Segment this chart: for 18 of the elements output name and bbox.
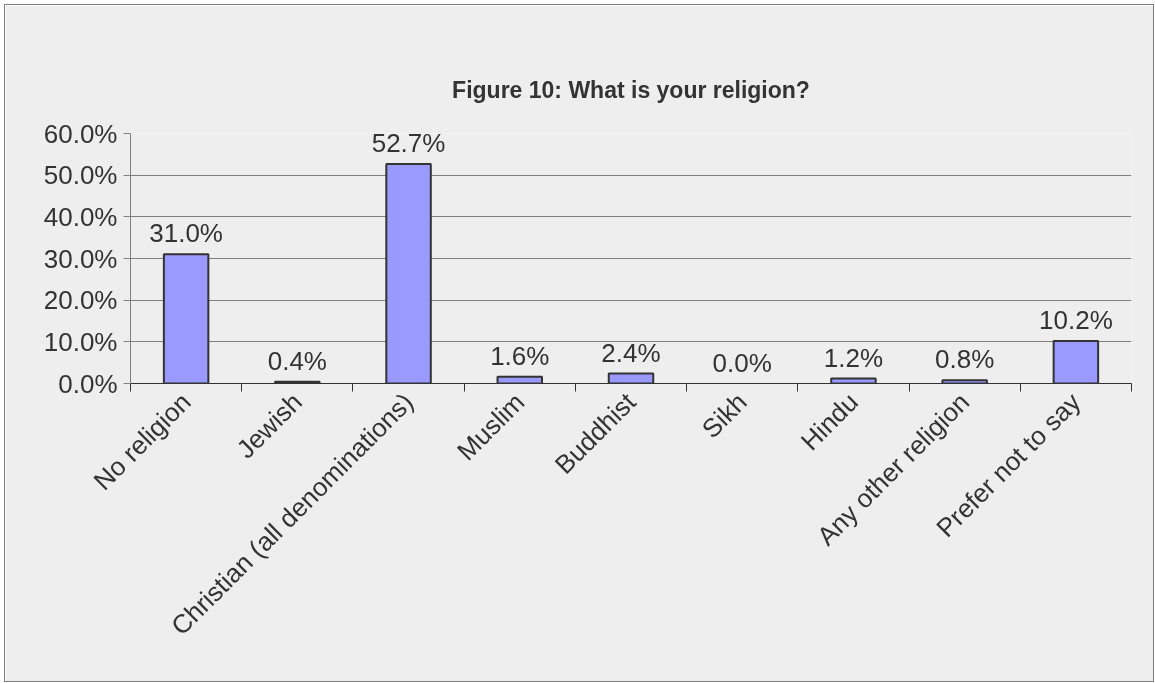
y-tick-label: 60.0% <box>43 118 118 149</box>
y-tick-label: 30.0% <box>43 243 118 274</box>
data-label: 10.2% <box>1039 305 1113 335</box>
data-label: 31.0% <box>149 218 223 249</box>
y-tick-label: 40.0% <box>43 201 118 232</box>
data-label: 52.7% <box>371 127 446 158</box>
y-tick-label: 50.0% <box>43 160 118 191</box>
data-label: 0.0% <box>712 347 772 378</box>
y-tick-label: 20.0% <box>43 285 118 316</box>
data-label: 0.8% <box>935 344 995 375</box>
y-tick-label: 10.0% <box>43 326 118 357</box>
x-tick-label: Sikh <box>695 386 753 444</box>
y-tick-label: 0.0% <box>58 368 118 399</box>
data-label: 2.4% <box>601 337 661 368</box>
data-label: 1.2% <box>823 342 884 373</box>
data-label: 1.6% <box>490 340 550 371</box>
chart-title: Figure 10: What is your religion? <box>452 76 810 103</box>
data-label: 0.4% <box>267 345 327 376</box>
